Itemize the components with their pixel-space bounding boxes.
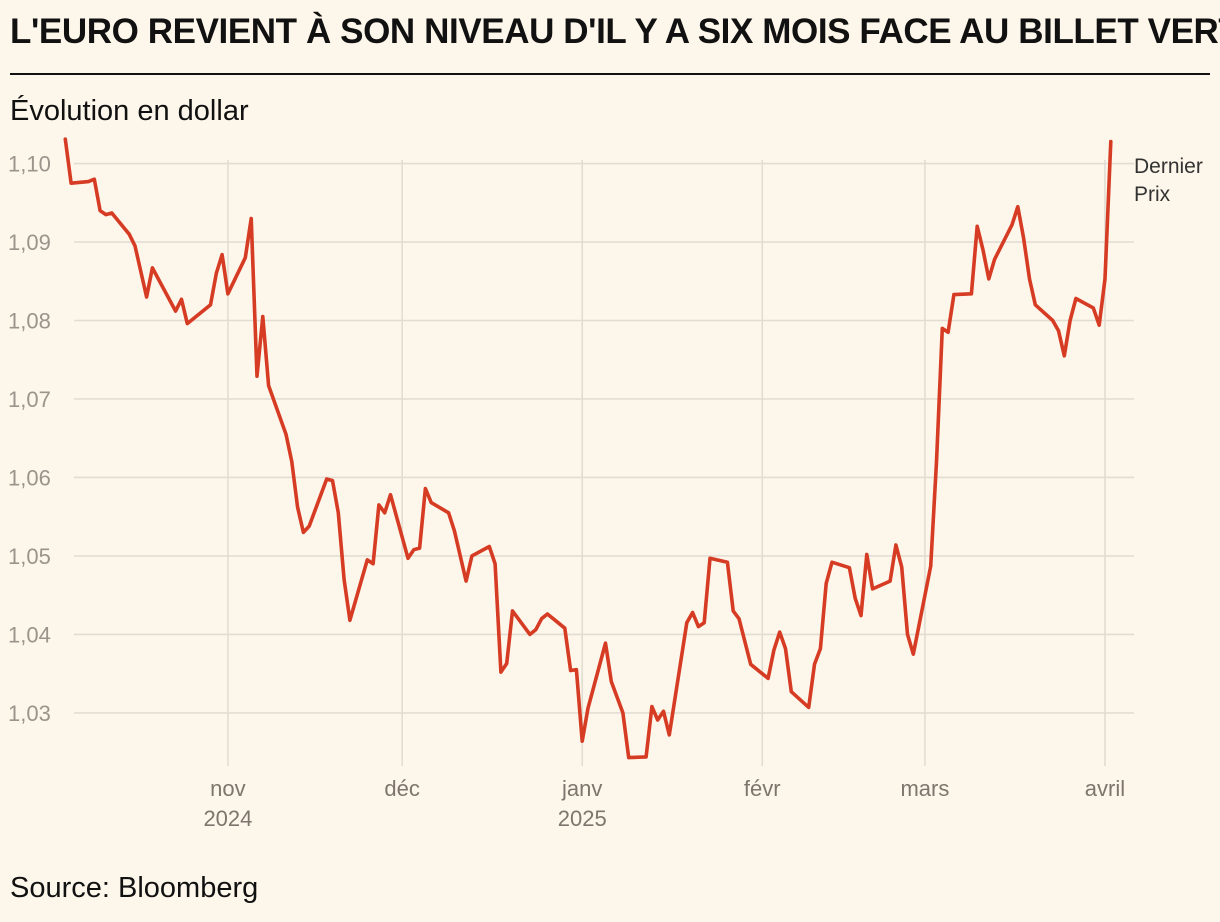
y-tick-label: 1,06 xyxy=(8,465,51,490)
chart-subtitle: Évolution en dollar xyxy=(10,95,249,127)
vertical-gridlines xyxy=(227,160,1106,766)
x-tick-label: févr xyxy=(744,776,781,801)
y-tick-label: 1,09 xyxy=(8,230,51,255)
end-label-line: Prix xyxy=(1134,183,1171,206)
chart-title: L'EURO REVIENT À SON NIVEAU D'IL Y A SIX… xyxy=(10,12,1220,51)
x-tick-label: janv xyxy=(561,776,602,801)
x-tick-label: mars xyxy=(900,776,949,801)
x-tick-label: déc xyxy=(384,776,419,801)
end-label-line: Dernier xyxy=(1134,155,1203,178)
y-tick-label: 1,05 xyxy=(8,544,51,569)
x-tick-year-label: 2025 xyxy=(558,806,607,831)
title-divider xyxy=(10,73,1210,75)
x-tick-label: nov xyxy=(210,776,245,801)
x-axis: nov 2024 déc janv 2025 févr mars avril xyxy=(203,776,1125,831)
eurusd-series-line xyxy=(63,137,1113,760)
source-note: Source: Bloomberg xyxy=(10,872,259,904)
y-tick-label: 1,04 xyxy=(8,622,51,647)
y-tick-label: 1,10 xyxy=(8,152,51,177)
end-label: Dernier Prix xyxy=(1134,155,1203,206)
x-tick-year-label: 2024 xyxy=(203,806,252,831)
y-axis: 1,03 1,04 1,05 1,06 1,07 1,08 1,09 1,10 xyxy=(8,152,51,726)
y-tick-label: 1,03 xyxy=(8,701,51,726)
x-tick-label: avril xyxy=(1085,776,1125,801)
y-tick-label: 1,08 xyxy=(8,309,51,334)
y-tick-label: 1,07 xyxy=(8,387,51,412)
